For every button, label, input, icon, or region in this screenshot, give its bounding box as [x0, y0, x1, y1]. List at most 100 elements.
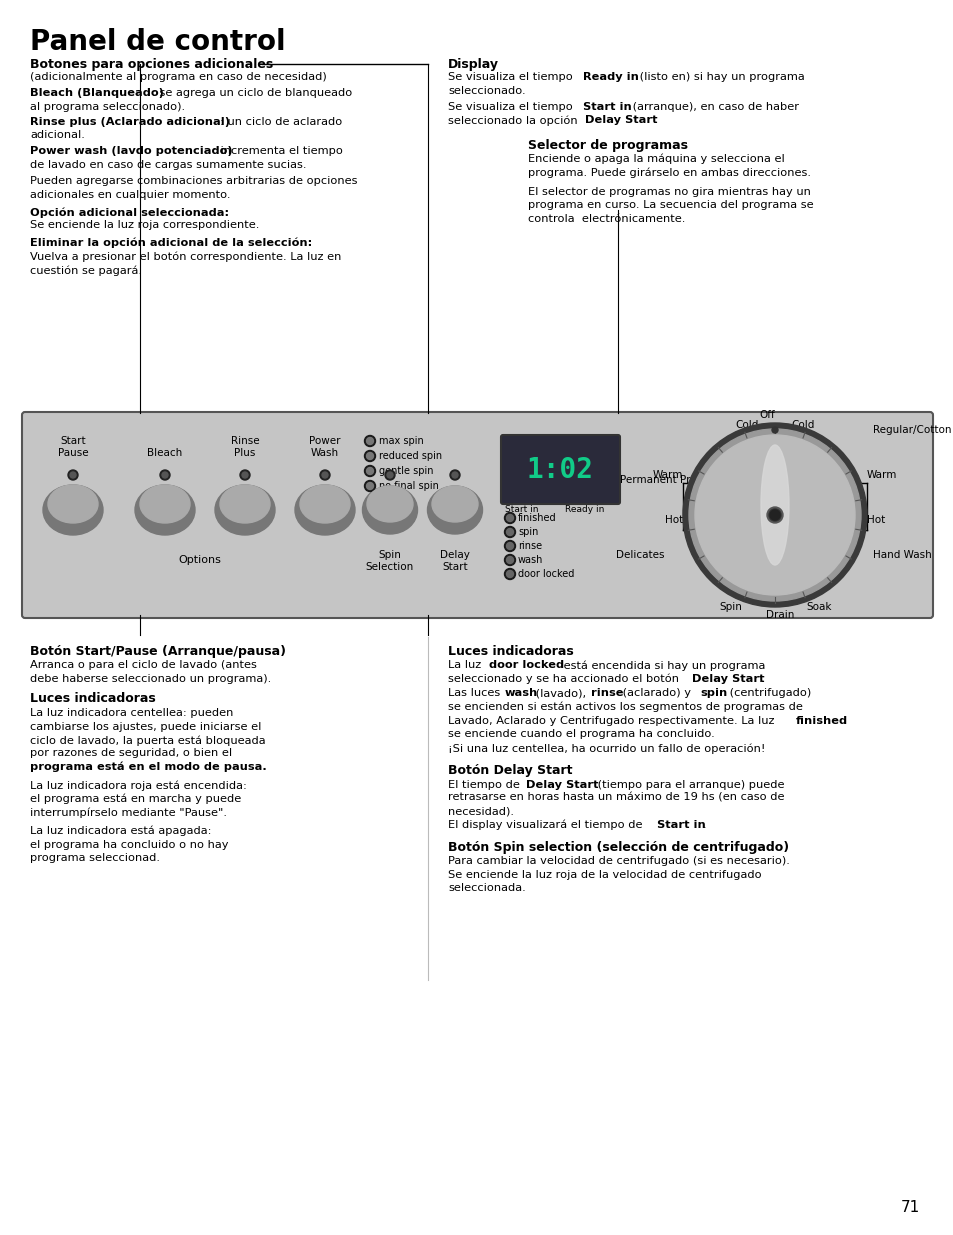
Text: Hot: Hot — [866, 515, 884, 525]
Text: está encendida si hay un programa: está encendida si hay un programa — [559, 661, 764, 671]
Circle shape — [366, 468, 374, 474]
Ellipse shape — [299, 485, 350, 522]
Text: : se agrega un ciclo de blanqueado: : se agrega un ciclo de blanqueado — [152, 88, 352, 98]
Text: no final spin: no final spin — [378, 480, 438, 492]
Text: Opción adicional seleccionada:: Opción adicional seleccionada: — [30, 207, 229, 217]
Circle shape — [688, 429, 861, 601]
Text: al programa seleccionado).: al programa seleccionado). — [30, 101, 185, 111]
Text: el programa ha concluido o no hay: el programa ha concluido o no hay — [30, 840, 229, 850]
Text: Enciende o apaga la máquina y selecciona el: Enciende o apaga la máquina y selecciona… — [527, 154, 784, 164]
Text: Ready in: Ready in — [582, 73, 639, 83]
Text: Delay Start: Delay Start — [525, 779, 598, 789]
Text: finished: finished — [517, 513, 556, 522]
Text: (listo en) si hay un programa: (listo en) si hay un programa — [636, 73, 804, 83]
Ellipse shape — [220, 485, 270, 522]
Circle shape — [504, 555, 515, 566]
Text: cuestión se pagará.: cuestión se pagará. — [30, 266, 142, 275]
Circle shape — [682, 424, 866, 606]
Text: Delay
Start: Delay Start — [439, 550, 470, 572]
Text: (adicionalmente al programa en caso de necesidad): (adicionalmente al programa en caso de n… — [30, 73, 327, 83]
Ellipse shape — [427, 487, 482, 534]
Circle shape — [160, 471, 170, 480]
Text: Warm: Warm — [652, 471, 682, 480]
Text: seleccionado y se ha accionado el botón: seleccionado y se ha accionado el botón — [448, 674, 682, 684]
Text: Power
Wash: Power Wash — [309, 436, 340, 458]
Ellipse shape — [294, 485, 355, 535]
Text: Start in: Start in — [657, 820, 705, 830]
Text: seleccionado.: seleccionado. — [448, 86, 525, 96]
Circle shape — [766, 508, 782, 522]
Circle shape — [68, 471, 78, 480]
Ellipse shape — [432, 487, 477, 522]
Text: door locked: door locked — [489, 661, 563, 671]
Text: Botones para opciones adicionales: Botones para opciones adicionales — [30, 58, 273, 70]
Circle shape — [364, 436, 375, 447]
Circle shape — [387, 472, 393, 478]
Text: La luz: La luz — [448, 661, 484, 671]
Circle shape — [366, 483, 374, 489]
Text: 71: 71 — [900, 1200, 919, 1215]
Text: Selector de programas: Selector de programas — [527, 138, 687, 152]
Text: Delicates: Delicates — [616, 550, 664, 559]
Text: Options: Options — [178, 555, 221, 564]
Text: interrumpírselo mediante "Pause".: interrumpírselo mediante "Pause". — [30, 808, 227, 818]
Text: Se visualiza el tiempo: Se visualiza el tiempo — [448, 101, 576, 111]
Circle shape — [319, 471, 330, 480]
FancyBboxPatch shape — [22, 412, 932, 618]
Text: Soak: Soak — [805, 601, 831, 613]
Text: Panel de control: Panel de control — [30, 28, 285, 56]
Text: Bleach: Bleach — [147, 448, 182, 458]
Circle shape — [242, 472, 248, 478]
Text: Off: Off — [759, 410, 774, 420]
Text: programa seleccionad.: programa seleccionad. — [30, 853, 160, 863]
Text: : incrementa el tiempo: : incrementa el tiempo — [213, 146, 342, 156]
Text: Rinse plus (Aclarado adicional): Rinse plus (Aclarado adicional) — [30, 117, 230, 127]
Circle shape — [506, 515, 513, 521]
Text: se enciende cuando el programa ha concluido.: se enciende cuando el programa ha conclu… — [448, 729, 714, 739]
Text: reduced spin: reduced spin — [378, 451, 441, 461]
Text: La luz indicadora roja está encendida:: La luz indicadora roja está encendida: — [30, 781, 247, 790]
Text: necesidad).: necesidad). — [448, 806, 514, 816]
Text: Se enciende la luz roja correspondiente.: Se enciende la luz roja correspondiente. — [30, 221, 259, 231]
Text: wash: wash — [504, 688, 537, 699]
Text: finished: finished — [795, 715, 847, 725]
Ellipse shape — [367, 487, 413, 522]
Text: Bleach (Blanqueado): Bleach (Blanqueado) — [30, 88, 164, 98]
Text: Permanent Press: Permanent Press — [619, 475, 707, 485]
Text: seleccionada.: seleccionada. — [448, 883, 525, 893]
Text: Spin
Selection: Spin Selection — [366, 550, 414, 572]
Text: Luces indicadoras: Luces indicadoras — [448, 645, 573, 658]
Text: seleccionado la opción: seleccionado la opción — [448, 115, 580, 126]
Circle shape — [385, 471, 395, 480]
Text: (lavado),: (lavado), — [532, 688, 589, 699]
Text: Warm: Warm — [866, 471, 897, 480]
Circle shape — [506, 542, 513, 550]
FancyBboxPatch shape — [500, 435, 619, 504]
Text: .: . — [759, 674, 761, 684]
Circle shape — [162, 472, 168, 478]
Text: Botón Delay Start: Botón Delay Start — [448, 764, 572, 777]
Ellipse shape — [140, 485, 190, 522]
Text: se encienden si están activos los segmentos de programas de: se encienden si están activos los segmen… — [448, 701, 802, 713]
Text: Delay Start: Delay Start — [584, 115, 657, 125]
Circle shape — [452, 472, 457, 478]
Text: por razones de seguridad, o bien el: por razones de seguridad, o bien el — [30, 748, 232, 758]
Text: debe haberse seleccionado un programa).: debe haberse seleccionado un programa). — [30, 674, 271, 684]
Circle shape — [504, 568, 515, 579]
Circle shape — [322, 472, 328, 478]
Text: Cold: Cold — [790, 420, 814, 430]
Text: spin: spin — [517, 527, 537, 537]
Text: Start
Pause: Start Pause — [57, 436, 89, 458]
Circle shape — [504, 513, 515, 524]
Text: .: . — [702, 820, 706, 830]
Circle shape — [366, 437, 374, 445]
Text: La luz indicadora está apagada:: La luz indicadora está apagada: — [30, 826, 212, 836]
Text: (tiempo para el arranque) puede: (tiempo para el arranque) puede — [594, 779, 783, 789]
Circle shape — [506, 529, 513, 536]
Text: rinse: rinse — [517, 541, 541, 551]
Circle shape — [504, 526, 515, 537]
Text: Para cambiar la velocidad de centrifugado (si es necesario).: Para cambiar la velocidad de centrifugad… — [448, 856, 789, 866]
Text: Hot: Hot — [664, 515, 682, 525]
Text: Delay Start: Delay Start — [691, 674, 763, 684]
Circle shape — [364, 480, 375, 492]
